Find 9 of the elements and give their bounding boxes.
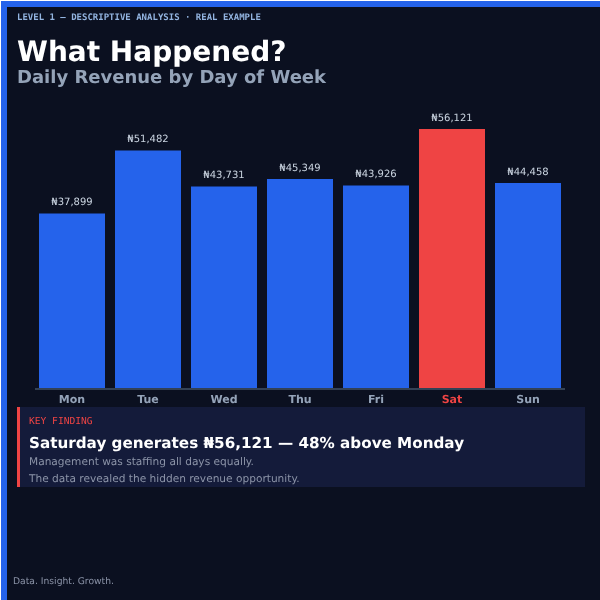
bar <box>39 213 105 389</box>
bar <box>115 150 181 389</box>
bar <box>343 185 409 389</box>
chart-title: What Happened? <box>17 37 287 69</box>
chart-subtitle: Daily Revenue by Day of Week <box>17 69 329 89</box>
bar <box>191 186 257 389</box>
bar <box>267 178 333 389</box>
bar <box>495 183 561 389</box>
bar <box>419 129 485 389</box>
